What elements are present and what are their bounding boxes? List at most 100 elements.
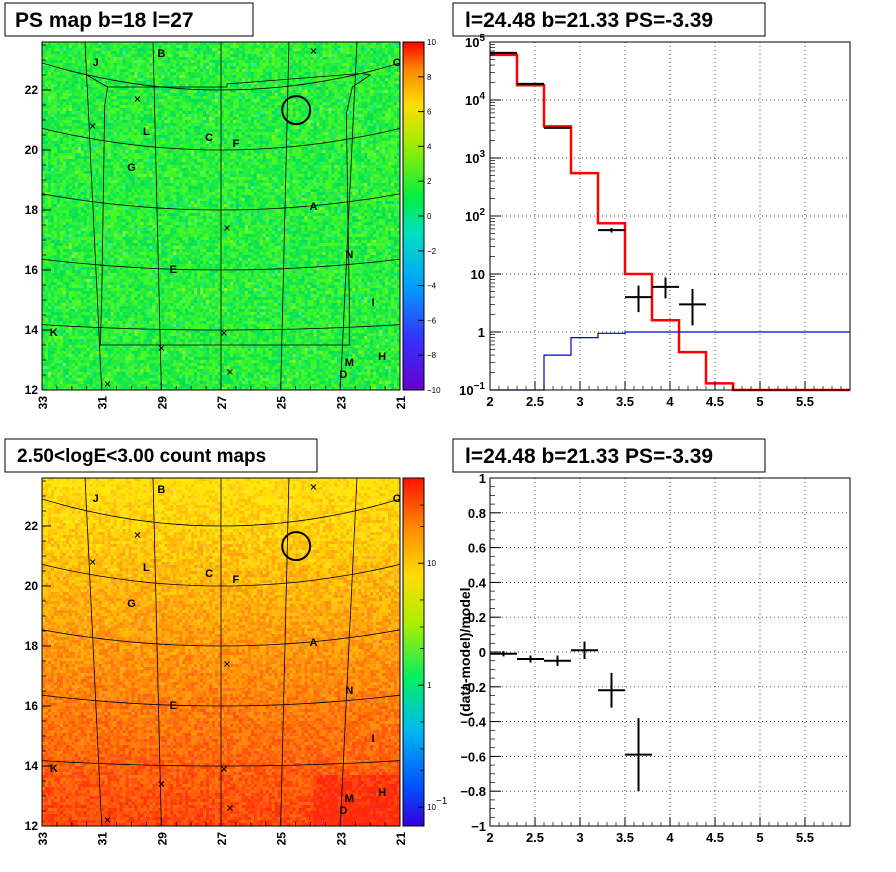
source-label: H (378, 787, 386, 799)
x-tick-label: 29 (155, 832, 169, 846)
source-label: L (143, 126, 150, 138)
source-label: M (345, 357, 354, 369)
source-label: D (339, 369, 347, 381)
source-label: D (339, 805, 347, 817)
colorbar-tick-label: −6 (427, 316, 437, 325)
y-tick-label: 18 (25, 203, 39, 217)
y-tick-label: 20 (25, 579, 39, 593)
source-label: N (345, 685, 353, 697)
source-label: G (127, 162, 136, 174)
colorbar-tick-label: 8 (427, 73, 432, 82)
source-label: F (233, 138, 240, 150)
residual-point-errorbar (571, 642, 598, 659)
colorbar-tick-label: 6 (427, 108, 432, 117)
data-point-errorbar (598, 228, 625, 232)
x-tick-label: 4.5 (706, 830, 724, 845)
residual-grid (490, 478, 850, 826)
y-tick-label: 1 (479, 471, 486, 486)
spectrum-x-axis: 2 2.5 3 3.5 4 4.5 5 5.5 (486, 381, 850, 409)
x-tick-label: 27 (215, 396, 229, 410)
y-tick-label: 14 (25, 323, 39, 337)
x-tick-label: 5 (756, 830, 763, 845)
x-tick-label: 2.5 (526, 830, 544, 845)
y-tick-label: 0 (479, 645, 486, 660)
source-label: K (50, 763, 58, 775)
x-tick-label: 21 (394, 396, 408, 410)
x-tick-label: 2 (486, 830, 493, 845)
x-tick-label: 3.5 (616, 830, 634, 845)
residual-title: l=24.48 b=21.33 PS=-3.39 (465, 445, 713, 468)
residual-series (490, 642, 652, 792)
spectrum-series (490, 52, 850, 390)
colorbar-tick-label: −4 (427, 282, 437, 291)
residual-x-axis: 2 2.5 3 3.5 4 4.5 5 5.5 (486, 817, 850, 845)
y-tick-label: 14 (25, 759, 39, 773)
source-label: A (310, 201, 318, 213)
count-map-colorbar (403, 478, 424, 826)
x-tick-label: 3.5 (616, 394, 634, 409)
y-tick-label: 22 (25, 519, 39, 533)
x-tick-label: 5 (756, 394, 763, 409)
y-tick-label: 0.8 (468, 506, 486, 521)
x-tick-label: 3 (576, 394, 583, 409)
data-point-errorbar (490, 52, 517, 53)
y-tick-label: −0.8 (460, 784, 486, 799)
x-tick-label: 27 (215, 832, 229, 846)
y-tick-label: 18 (25, 639, 39, 653)
data-point-errorbar (625, 286, 652, 313)
source-label: L (143, 562, 150, 574)
source-label: C (205, 568, 213, 580)
y-tick-label: 12 (25, 383, 39, 397)
source-label: I (372, 297, 375, 309)
spectrum-panel: l=24.48 b=21.33 PS=-3.39 2 2.5 3 3.5 4 4.5 5 5.… (453, 3, 850, 409)
y-tick-label: 1 (478, 325, 485, 340)
y-tick-label: 12 (25, 819, 39, 833)
y-tick-label: 20 (25, 143, 39, 157)
colorbar-tick-label: 10 (427, 559, 436, 568)
source-label: C (205, 132, 213, 144)
spectrum-title: l=24.48 b=21.33 PS=-3.39 (465, 9, 713, 32)
x-tick-label: 23 (334, 832, 348, 846)
source-label: M (345, 793, 354, 805)
x-tick-label: 3 (576, 830, 583, 845)
colorbar-tick-label: −2 (427, 247, 437, 256)
y-tick-label: 103 (465, 149, 485, 166)
colorbar-tick-label: 4 (427, 142, 432, 151)
colorbar-tick-label: −8 (427, 351, 437, 360)
y-tick-label: 10−1 (459, 381, 485, 398)
colorbar-tick-label: 2 (427, 177, 432, 186)
y-tick-label: 22 (25, 83, 39, 97)
y-tick-label: −1 (471, 819, 486, 834)
y-tick-label: 105 (465, 33, 485, 50)
source-label: K (50, 327, 58, 339)
y-tick-label: 16 (25, 699, 39, 713)
data-point-errorbar (544, 127, 571, 129)
source-label: E (170, 700, 177, 712)
y-tick-label: 16 (25, 263, 39, 277)
data-point-errorbar (517, 83, 544, 84)
x-tick-label: 31 (96, 396, 110, 410)
y-tick-label: 102 (465, 207, 485, 224)
colorbar-tick-label: 1 (427, 681, 432, 690)
source-label: A (310, 637, 318, 649)
residual-point-errorbar (517, 655, 544, 662)
source-label: J (93, 493, 99, 505)
colorbar-tick-label: 0 (427, 212, 432, 221)
residual-point-errorbar (598, 673, 625, 708)
x-tick-label: 29 (155, 396, 169, 410)
source-label: B (157, 484, 165, 496)
x-tick-label: 33 (36, 832, 50, 846)
data-point-errorbar (652, 278, 679, 299)
x-tick-label: 21 (394, 832, 408, 846)
y-tick-label: 0.6 (468, 541, 486, 556)
source-label: H (378, 351, 386, 363)
x-tick-label: 4 (666, 394, 674, 409)
source-label: B (157, 48, 165, 60)
x-tick-label: 5.5 (796, 830, 814, 845)
source-label: E (170, 264, 177, 276)
x-tick-label: 33 (36, 396, 50, 410)
